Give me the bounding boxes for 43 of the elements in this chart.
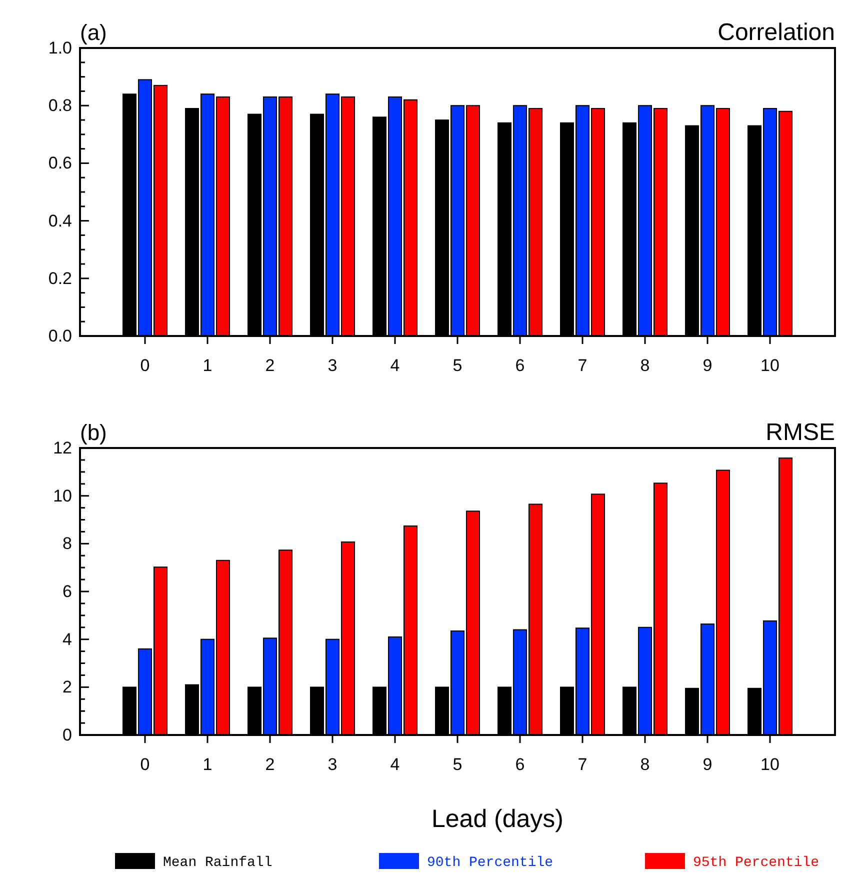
y-tick-label: 0.0 [48, 326, 72, 346]
legend-label: 95th Percentile [693, 855, 820, 871]
text: (b) [80, 420, 107, 445]
x-tick-label: 10 [760, 356, 780, 375]
x-tick-label: 5 [452, 754, 462, 774]
x-tick-label: 6 [515, 754, 525, 774]
x-tick-label: 1 [202, 754, 212, 774]
x-tick-label: 3 [328, 754, 338, 774]
y-tick-label: 1.0 [48, 38, 72, 58]
x-tick-label: 5 [452, 356, 462, 375]
y-tick-label: 0.8 [48, 96, 72, 116]
legend-label: 90th Percentile [427, 855, 554, 871]
x-tick-label: 1 [202, 356, 212, 375]
chart-title: Correlation [718, 19, 835, 46]
x-tick-label: 7 [578, 356, 588, 375]
x-tick-label: 4 [390, 356, 400, 375]
x-tick-label: 8 [640, 356, 650, 375]
y-tick-label: 2 [62, 678, 72, 697]
x-tick-label: 9 [702, 754, 712, 774]
text: (a) [80, 20, 107, 45]
y-tick-label: 6 [62, 582, 72, 601]
x-tick-label: 7 [578, 754, 588, 774]
y-tick-label: 8 [62, 534, 72, 554]
y-tick-label: 4 [62, 630, 72, 649]
x-tick-label: 2 [265, 754, 275, 774]
x-tick-label: 0 [140, 754, 150, 774]
x-tick-label: 6 [515, 356, 525, 375]
x-tick-label: 10 [760, 754, 780, 774]
y-tick-label: 12 [53, 438, 72, 458]
x-tick-label: 8 [640, 754, 650, 774]
x-tick-label: 0 [140, 356, 150, 375]
y-tick-label: 0.4 [48, 211, 72, 230]
y-tick-label: 10 [53, 486, 72, 506]
chart-title: RMSE [766, 419, 835, 446]
x-tick-label: 2 [265, 356, 275, 375]
x-axis-title: Lead (days) [431, 805, 564, 833]
x-tick-label: 3 [328, 356, 338, 375]
y-tick-label: 0.2 [48, 268, 72, 288]
legend-label: Mean Rainfall [163, 855, 272, 871]
y-tick-label: 0 [62, 725, 72, 744]
x-tick-label: 4 [390, 754, 400, 774]
x-tick-label: 9 [702, 356, 712, 375]
y-tick-label: 0.6 [48, 154, 72, 173]
